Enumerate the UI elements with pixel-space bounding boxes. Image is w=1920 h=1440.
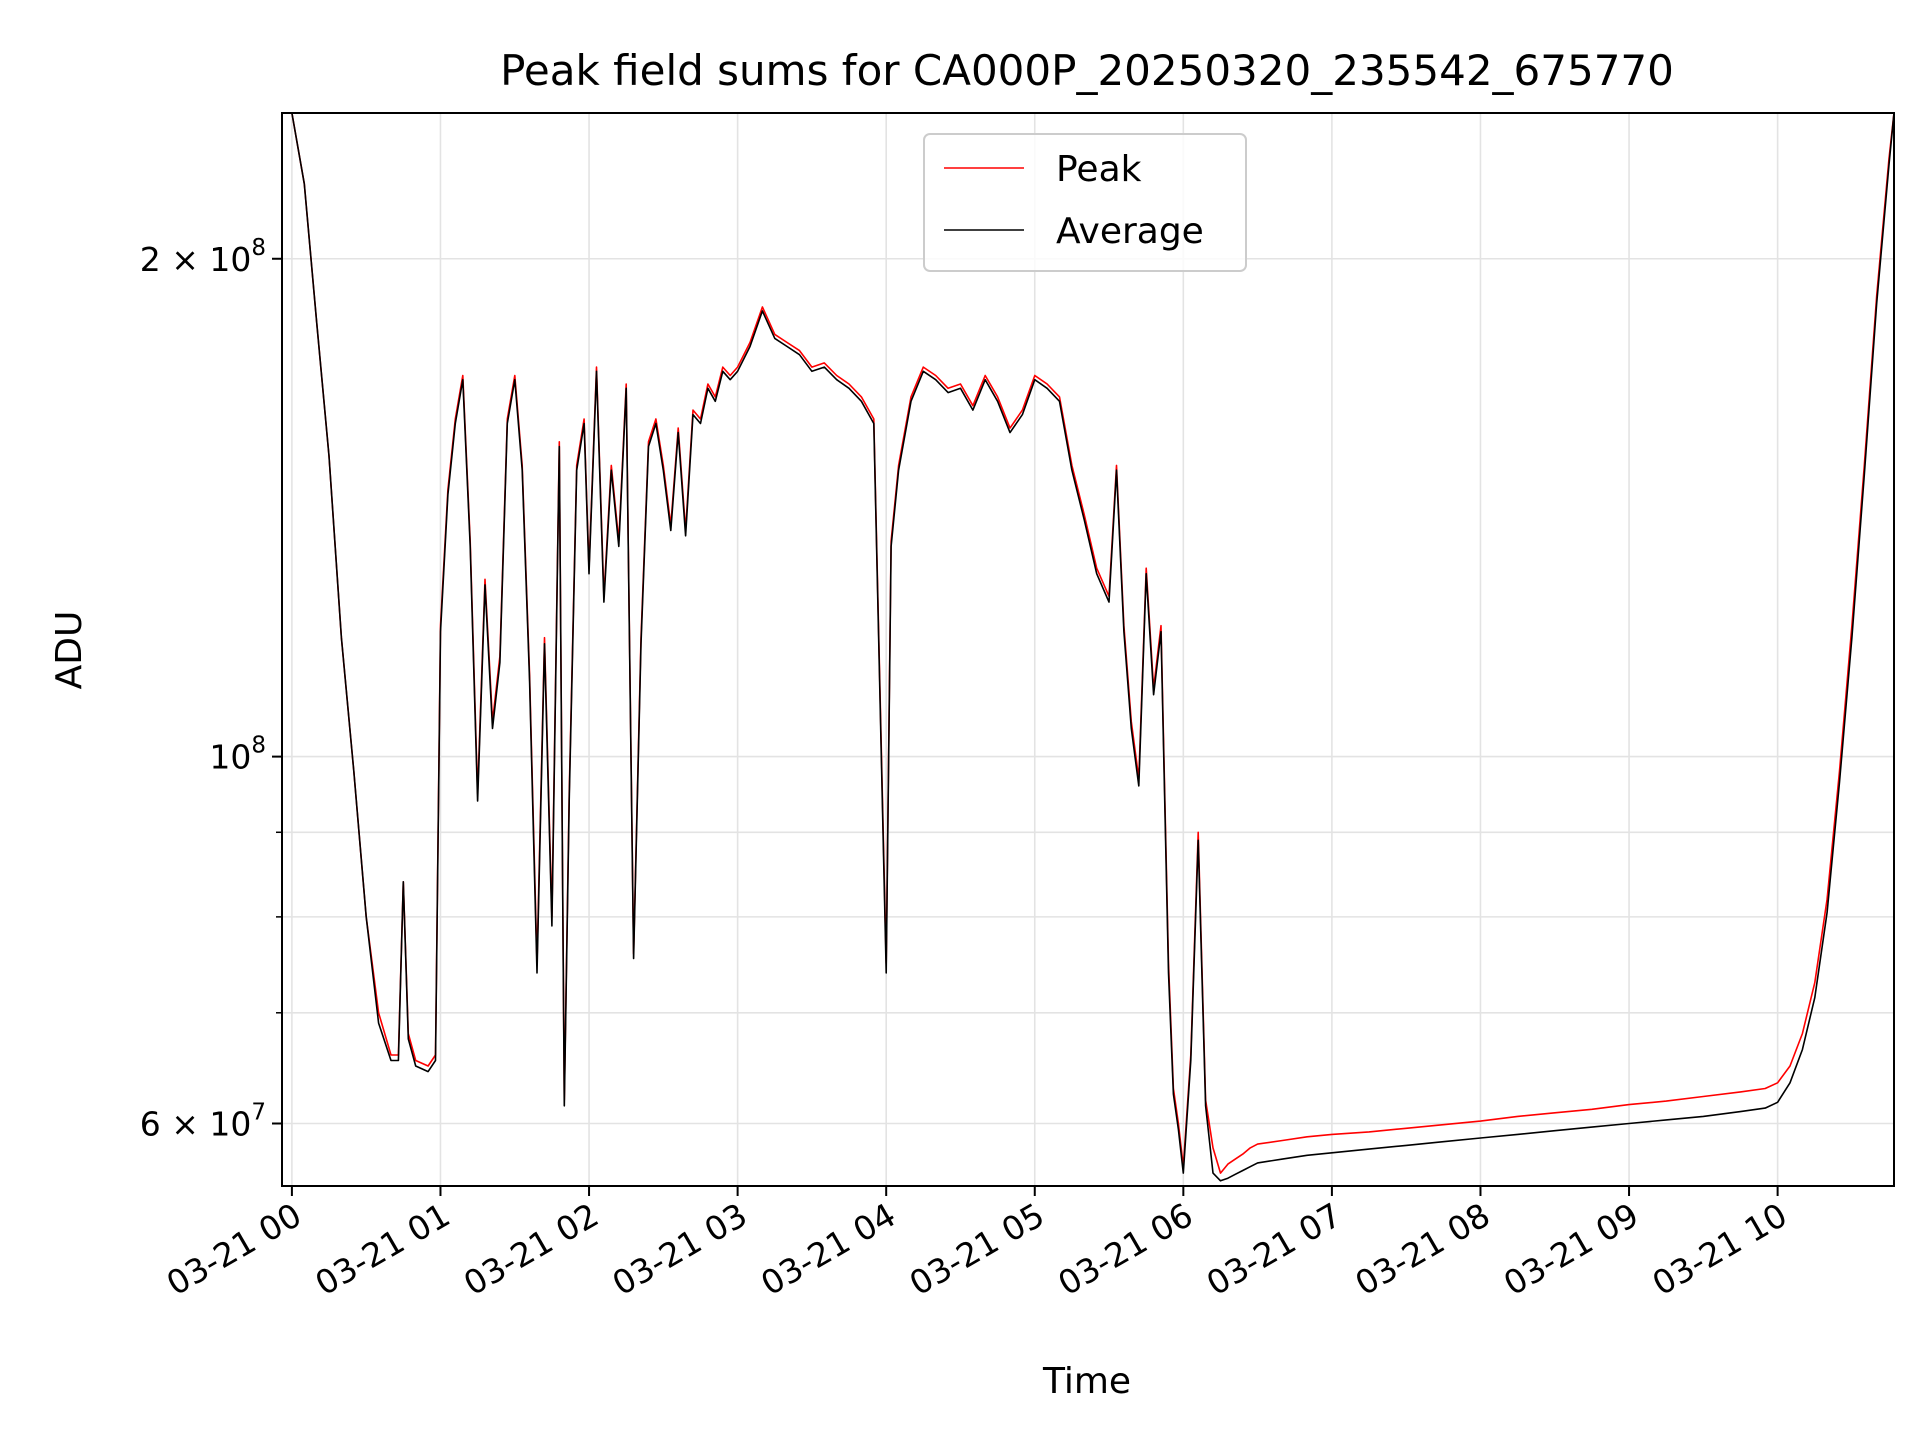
x-tick-label: 03-21 05 (903, 1195, 1051, 1303)
y-tick-exponent: 8 (251, 235, 266, 261)
y-axis-label: ADU (49, 611, 90, 690)
y-tick-label: 108 (209, 733, 266, 777)
legend-label-average: Average (1056, 211, 1204, 252)
x-tick-label: 03-21 00 (160, 1195, 308, 1303)
x-tick-label: 03-21 01 (308, 1195, 456, 1303)
legend-label-peak: Peak (1056, 149, 1142, 190)
x-tick-label: 03-21 04 (754, 1195, 902, 1303)
y-tick-label: 2 × 108 (140, 235, 266, 279)
x-tick-label: 03-21 06 (1051, 1195, 1199, 1303)
plot-frame (281, 112, 1895, 1187)
chart-title: Peak field sums for CA000P_20250320_2355… (500, 46, 1674, 95)
x-tick-label: 03-21 07 (1200, 1195, 1348, 1303)
y-tick-exponent: 7 (251, 1100, 266, 1126)
x-tick-label: 03-21 08 (1348, 1195, 1496, 1303)
y-tick-exponent: 8 (251, 733, 266, 759)
x-axis-label: Time (1042, 1361, 1131, 1402)
y-tick-base: 2 × 10 (140, 240, 252, 279)
x-tick-label: 03-21 09 (1497, 1195, 1645, 1303)
x-tick-label: 03-21 03 (606, 1195, 754, 1303)
y-tick-label: 6 × 107 (140, 1100, 266, 1144)
legend: Peak Average (923, 133, 1247, 272)
y-tick-base: 10 (209, 738, 251, 777)
grid (282, 113, 1894, 1186)
x-tick-label: 03-21 02 (457, 1195, 605, 1303)
x-axis: 03-21 00 03-21 01 03-21 02 03-21 03 03-21 04… (160, 1186, 1794, 1303)
series-line-average (291, 112, 1895, 1182)
y-tick-base: 6 × 10 (140, 1105, 252, 1144)
series-line-peak (291, 112, 1895, 1174)
plot-series (291, 112, 1895, 1182)
x-tick-label: 03-21 10 (1646, 1195, 1794, 1303)
